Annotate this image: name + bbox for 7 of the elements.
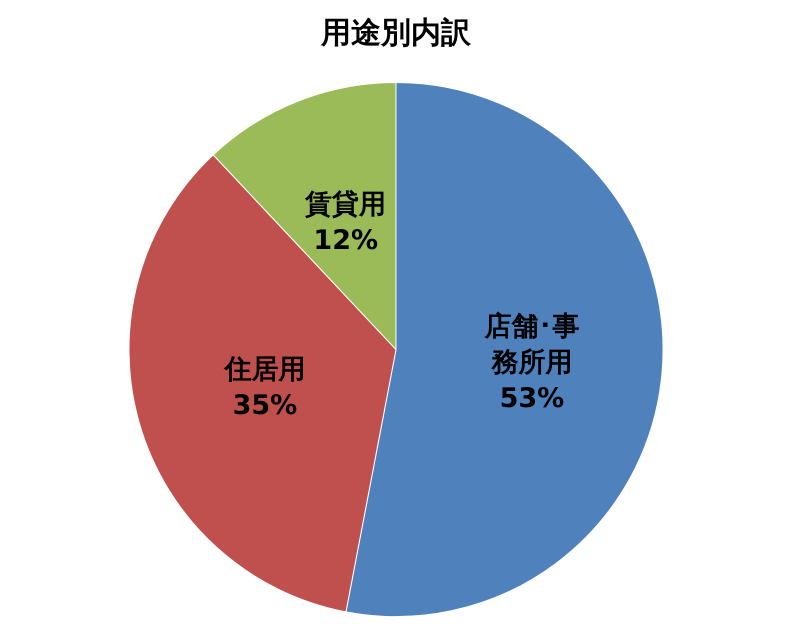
slice-label: 賃貸用 — [304, 189, 386, 220]
slice-label: 住居用 — [223, 354, 306, 386]
slice-label: 店舗･事務所用 — [483, 310, 580, 378]
data-label: 12% — [313, 225, 378, 256]
data-label: 53% — [500, 382, 564, 414]
data-label: 35% — [232, 390, 298, 422]
chart-title: 用途別内訳 — [320, 16, 472, 50]
